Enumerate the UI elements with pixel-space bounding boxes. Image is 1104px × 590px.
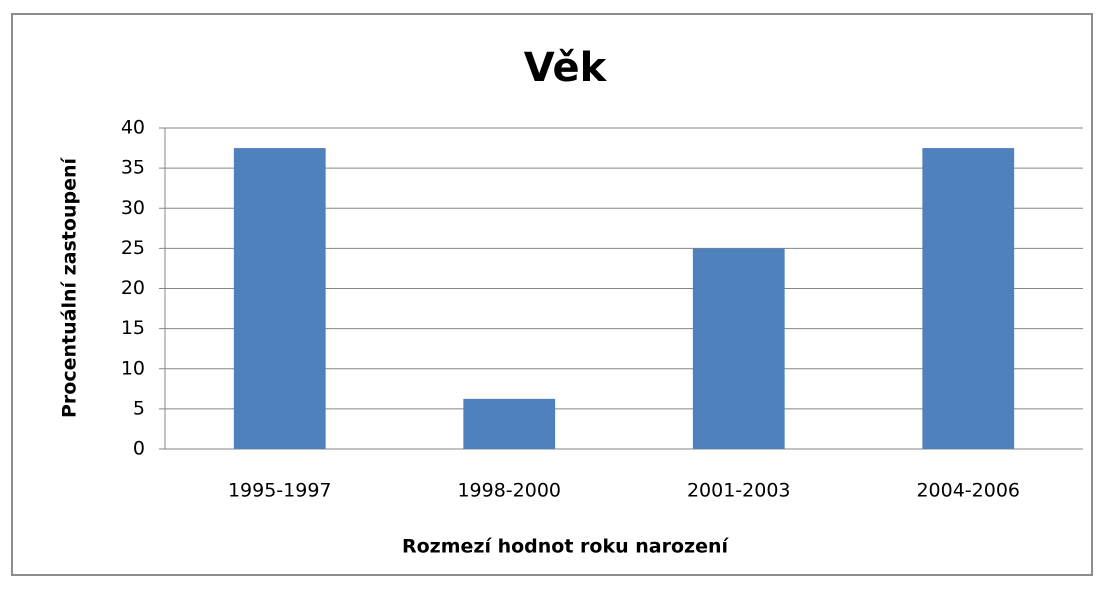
chart-title: Věk bbox=[524, 45, 608, 91]
y-tick-label: 15 bbox=[121, 317, 145, 339]
x-axis-label: Rozmezí hodnot roku narození bbox=[402, 536, 730, 558]
bar bbox=[233, 148, 326, 449]
y-tick-label: 20 bbox=[121, 277, 145, 299]
bar bbox=[463, 398, 556, 449]
x-tick-label: 1995-1997 bbox=[228, 480, 332, 502]
y-tick-label: 25 bbox=[121, 237, 145, 259]
x-tick-label: 1998-2000 bbox=[457, 480, 561, 502]
bar bbox=[692, 248, 785, 449]
x-tick-label: 2004-2006 bbox=[916, 480, 1020, 502]
bar bbox=[922, 148, 1015, 449]
y-tick-label: 0 bbox=[133, 438, 145, 460]
chart-border bbox=[11, 13, 1093, 576]
y-tick-label: 40 bbox=[121, 117, 145, 139]
x-tick-label: 2001-2003 bbox=[687, 480, 791, 502]
y-tick-label: 30 bbox=[121, 197, 145, 219]
y-tick-label: 35 bbox=[121, 157, 145, 179]
y-axis-label: Procentuální zastoupení bbox=[59, 157, 81, 418]
y-tick-label: 10 bbox=[121, 357, 145, 379]
y-tick-label: 5 bbox=[133, 397, 145, 419]
